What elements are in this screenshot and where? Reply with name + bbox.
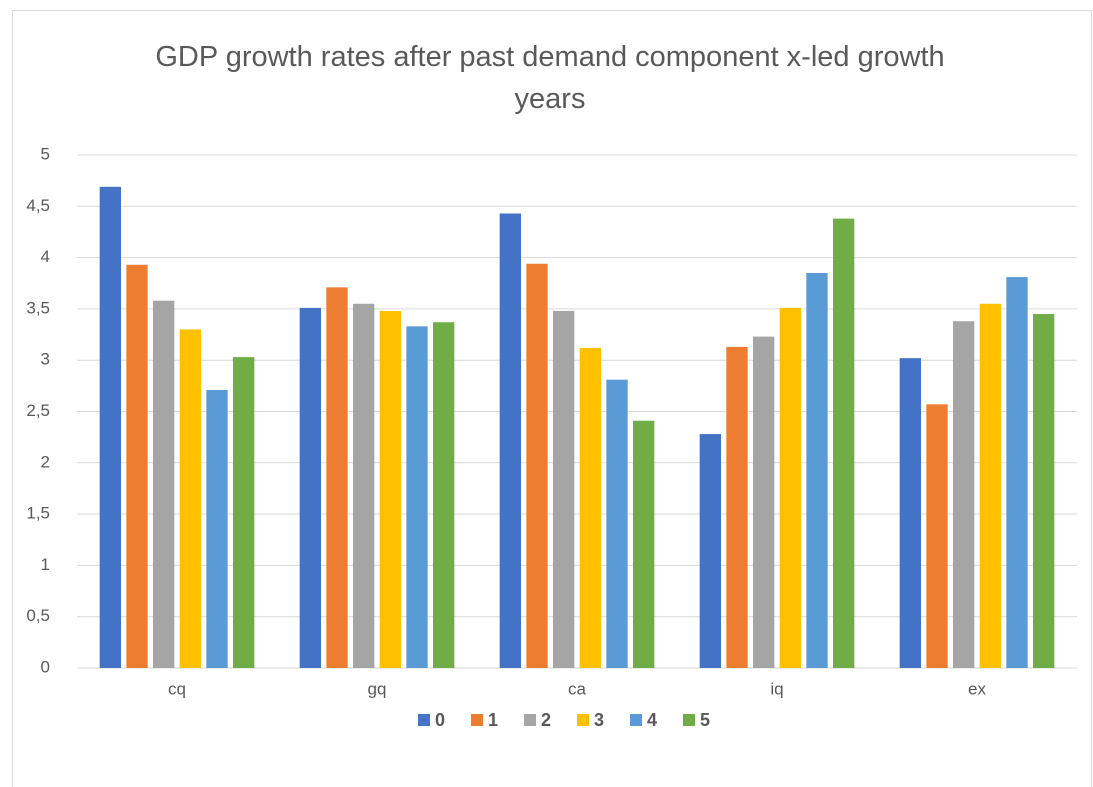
bar: [806, 272, 828, 668]
legend-label: 0: [435, 710, 445, 730]
bar: [433, 322, 455, 668]
bar: [206, 389, 228, 668]
chart-title: GDP growth rates after past demand compo…: [155, 41, 945, 115]
bar: [299, 307, 321, 668]
bar: [1006, 277, 1028, 668]
bar: [406, 326, 428, 668]
bar: [606, 379, 628, 668]
x-tick-label: iq: [770, 679, 783, 698]
bar: [526, 263, 548, 668]
y-tick-label: 4: [41, 247, 50, 266]
y-tick-label: 5: [41, 144, 50, 163]
legend-swatch: [418, 714, 430, 726]
y-tick-label: 0: [41, 657, 50, 676]
legend-label: 5: [700, 710, 710, 730]
bar: [926, 404, 948, 668]
legend-swatch: [524, 714, 536, 726]
bar: [579, 347, 601, 668]
y-tick-label: 2,5: [26, 401, 50, 420]
bar: [633, 420, 655, 668]
bar: [899, 358, 921, 668]
bar: [779, 307, 801, 668]
bar: [326, 287, 348, 668]
bar: [233, 357, 255, 668]
legend-label: 2: [541, 710, 551, 730]
legend-swatch: [683, 714, 695, 726]
legend-label: 3: [594, 710, 604, 730]
bar: [99, 186, 121, 668]
y-tick-label: 0,5: [26, 606, 50, 625]
bar: [553, 310, 575, 668]
bar: [179, 329, 201, 668]
bar: [499, 213, 521, 668]
bar: [953, 321, 975, 668]
bar: [753, 336, 775, 668]
x-tick-label: gq: [368, 679, 387, 698]
bar: [353, 303, 375, 668]
bar: [379, 310, 401, 668]
chart-border: [12, 10, 1092, 787]
bar: [153, 300, 175, 668]
legend-label: 1: [488, 710, 498, 730]
y-tick-label: 1,5: [26, 504, 50, 523]
bar: [1033, 314, 1055, 668]
y-tick-label: 4,5: [26, 196, 50, 215]
legend-swatch: [577, 714, 589, 726]
bar: [699, 434, 721, 668]
y-tick-label: 1: [41, 555, 50, 574]
x-tick-label: ex: [968, 679, 986, 698]
bar: [126, 264, 148, 668]
x-tick-label: cq: [168, 679, 186, 698]
y-tick-label: 3,5: [26, 298, 50, 317]
x-tick-label: ca: [568, 679, 587, 698]
legend-swatch: [471, 714, 483, 726]
bar: [979, 303, 1001, 668]
legend-label: 4: [647, 710, 657, 730]
bar: [726, 346, 748, 668]
bar: [833, 218, 855, 668]
legend-swatch: [630, 714, 642, 726]
y-tick-label: 3: [41, 350, 50, 369]
y-tick-label: 2: [41, 452, 50, 471]
